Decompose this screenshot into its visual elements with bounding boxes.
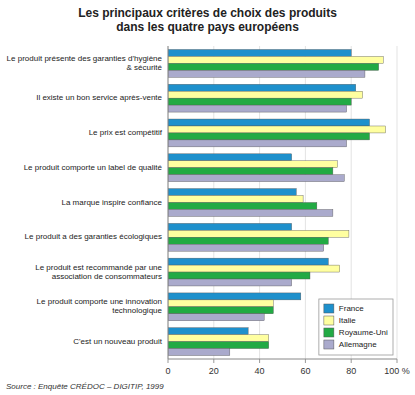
text-line: & sécurité	[126, 63, 162, 72]
legend: France Italie Royaume-Uni Allemagne	[319, 299, 393, 355]
title: Les principaux critères de choix des pro…	[78, 6, 337, 34]
legend-label: Royaume-Uni	[339, 328, 388, 337]
bar	[168, 209, 333, 216]
text-line: Les principaux critères de choix des pro…	[78, 6, 337, 20]
bar	[168, 196, 303, 203]
text-line: Le produit présente des garanties d'hygi…	[7, 54, 163, 63]
bar	[168, 161, 337, 168]
bar	[168, 335, 269, 342]
tick-label: 20	[209, 366, 219, 376]
bar	[168, 105, 347, 112]
text-line: technologique	[112, 306, 162, 315]
category-label: Le produit comporte une innovationtechno…	[37, 297, 163, 315]
tick-label: 100 %	[384, 366, 410, 376]
tick-mark	[351, 359, 352, 363]
category-label: Le produit a des garanties écologiques	[25, 232, 162, 241]
y-axis-labels: Le produit présente des garanties d'hygi…	[7, 54, 163, 346]
tick-mark	[305, 359, 306, 363]
bar	[168, 237, 328, 244]
bar	[168, 126, 386, 133]
text-line: Le produit a des garanties écologiques	[25, 232, 162, 241]
tick-label: 40	[255, 366, 265, 376]
bar	[168, 63, 379, 70]
bar	[168, 265, 340, 272]
bar	[168, 328, 248, 335]
legend-label: Italie	[339, 316, 356, 325]
category-label: Il existe un bon service après-vente	[36, 93, 162, 102]
bar	[168, 272, 310, 279]
bar	[168, 49, 351, 56]
bar	[168, 300, 273, 307]
legend-frame	[319, 299, 393, 355]
bar	[168, 293, 301, 300]
bar	[168, 56, 383, 63]
text-line: Le produit comporte un label de qualité	[24, 163, 163, 172]
bar	[168, 98, 351, 105]
bar	[168, 314, 264, 321]
legend-swatch	[324, 340, 334, 349]
bar	[168, 133, 370, 140]
bar	[168, 189, 296, 196]
text-line: Le prix est compétitif	[89, 128, 163, 137]
tick-label: 60	[300, 366, 310, 376]
category-label: C'est un nouveau produit	[73, 337, 162, 346]
bar	[168, 154, 292, 161]
legend-label: France	[339, 304, 364, 313]
bar	[168, 223, 292, 230]
bar	[168, 279, 292, 286]
bar	[168, 244, 324, 251]
bar	[168, 230, 349, 237]
grid	[168, 46, 397, 359]
text-line: Le produit est recommandé par une	[35, 263, 162, 272]
category-label: Le prix est compétitif	[89, 128, 163, 137]
x-axis-line	[168, 359, 397, 360]
text-line: La marque inspire confiance	[61, 198, 162, 207]
bar	[168, 203, 317, 210]
tick-mark	[397, 359, 398, 363]
grid-line	[397, 46, 398, 359]
legend-swatch	[324, 328, 334, 337]
category-label: Le produit comporte un label de qualité	[24, 163, 163, 172]
tick-label: 0	[165, 366, 170, 376]
bar	[168, 175, 344, 182]
text-line: Il existe un bon service après-vente	[36, 93, 162, 102]
y-axis-line	[168, 46, 169, 359]
chart: Les principaux critères de choix des pro…	[0, 0, 415, 395]
bar	[168, 258, 328, 265]
bar	[168, 140, 347, 147]
text-line: dans les quatre pays européens	[116, 20, 299, 34]
bar	[168, 349, 230, 356]
bar	[168, 342, 269, 349]
legend-swatch	[324, 304, 334, 313]
tick-label: 80	[346, 366, 356, 376]
background	[0, 0, 415, 395]
bars	[168, 49, 386, 355]
tick-mark	[168, 359, 169, 363]
x-axis: 0 20 40 60 80 100 %	[165, 359, 409, 376]
legend-swatch	[324, 316, 334, 325]
bar	[168, 168, 333, 175]
bar	[168, 84, 356, 91]
bar	[168, 119, 370, 126]
bar	[168, 91, 363, 98]
tick-mark	[213, 359, 214, 363]
text-line: C'est un nouveau produit	[73, 337, 162, 346]
bar	[168, 307, 273, 314]
category-label: Le produit présente des garanties d'hygi…	[7, 54, 163, 72]
category-label: Le produit est recommandé par uneassocia…	[35, 263, 162, 281]
text-line: association de consommateurs	[52, 272, 162, 281]
tick-mark	[259, 359, 260, 363]
grid-line	[168, 46, 169, 359]
source-note: Source : Enquête CRÉDOC – DIGITIP, 1999	[6, 382, 164, 391]
legend-label: Allemagne	[339, 340, 377, 349]
category-label: La marque inspire confiance	[61, 198, 162, 207]
text-line: Le produit comporte une innovation	[37, 297, 162, 306]
bar	[168, 70, 365, 77]
